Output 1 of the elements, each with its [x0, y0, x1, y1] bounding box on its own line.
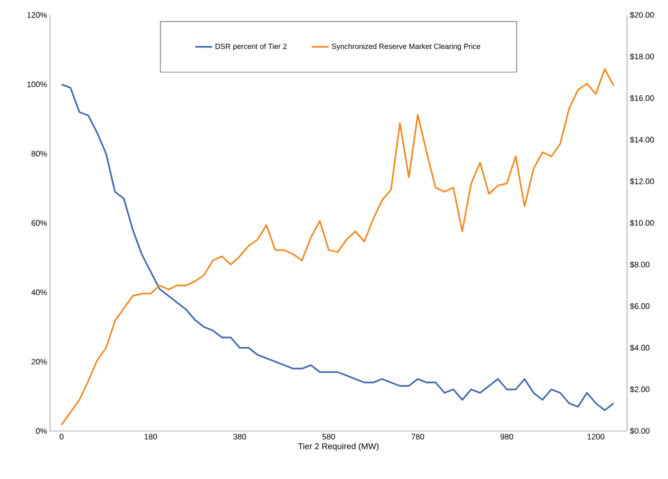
x-axis-title: Tier 2 Required (MW) [298, 443, 379, 451]
